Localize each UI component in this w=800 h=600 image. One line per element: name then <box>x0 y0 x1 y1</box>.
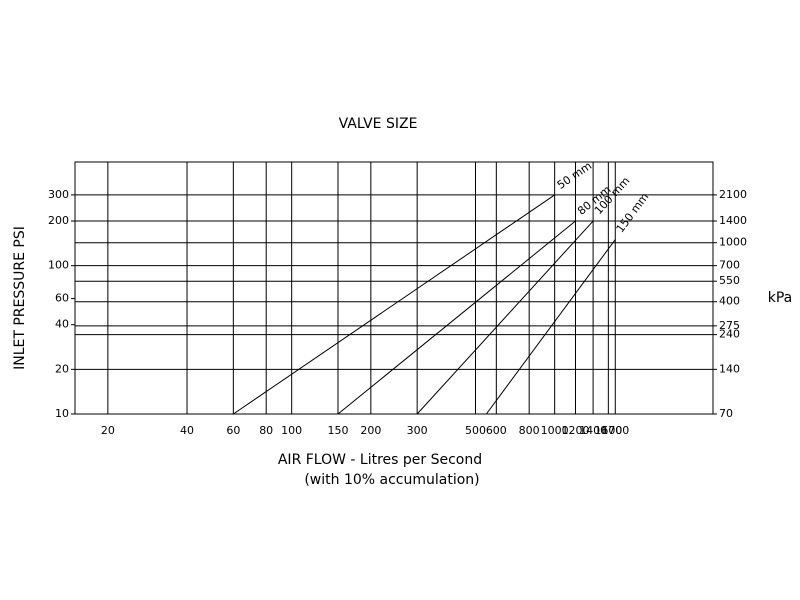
y2-tick-label: 70 <box>719 407 733 420</box>
y2-tick-label: 1400 <box>719 214 747 227</box>
series-label: 50 mm <box>555 159 594 192</box>
chart-title: VALVE SIZE <box>339 116 418 132</box>
valve-line <box>485 239 616 415</box>
y2-tick-label: 400 <box>719 295 740 308</box>
x-tick-label: 1400 <box>579 424 607 437</box>
x-tick-label: 1700 <box>601 424 629 437</box>
x-tick-label: 1000 <box>541 424 569 437</box>
y2-tick-label: 550 <box>719 274 740 287</box>
x-tick-label: 200 <box>360 424 381 437</box>
x-tick-label: 60 <box>226 424 240 437</box>
y2-tick-label: 275 <box>719 319 740 332</box>
y-tick-label: 20 <box>55 362 69 375</box>
y2-tick-label: 700 <box>719 259 740 272</box>
x-axis-label: (with 10% accumulation) <box>304 472 479 488</box>
y-tick-label: 40 <box>55 318 69 331</box>
x-tick-label: 600 <box>486 424 507 437</box>
x-tick-label: 1600 <box>594 424 622 437</box>
x-axis-label: AIR FLOW - Litres per Second <box>278 452 482 468</box>
y2-axis-label: kPa <box>768 290 793 306</box>
x-tick-label: 300 <box>407 424 428 437</box>
x-tick-label: 100 <box>281 424 302 437</box>
valve-line <box>233 194 555 415</box>
y2-tick-label: 240 <box>719 328 740 341</box>
y-axis-label: INLET PRESSURE PSI <box>12 226 28 370</box>
plot-frame <box>74 161 714 415</box>
y-tick-label: 100 <box>48 259 69 272</box>
x-tick-label: 20 <box>101 424 115 437</box>
x-tick-label: 80 <box>259 424 273 437</box>
x-tick-label: 40 <box>180 424 194 437</box>
y-tick-label: 200 <box>48 214 69 227</box>
x-tick-label: 800 <box>519 424 540 437</box>
y2-tick-label: 1000 <box>719 236 747 249</box>
x-tick-label: 150 <box>327 424 348 437</box>
valve-line <box>416 220 594 415</box>
x-tick-label: 500 <box>465 424 486 437</box>
y-tick-label: 60 <box>55 292 69 305</box>
y-tick-label: 10 <box>55 407 69 420</box>
y2-tick-label: 140 <box>719 362 740 375</box>
y-tick-label: 300 <box>48 188 69 201</box>
x-tick-label: 1200 <box>561 424 589 437</box>
valve-line <box>337 220 576 415</box>
y2-tick-label: 2100 <box>719 188 747 201</box>
